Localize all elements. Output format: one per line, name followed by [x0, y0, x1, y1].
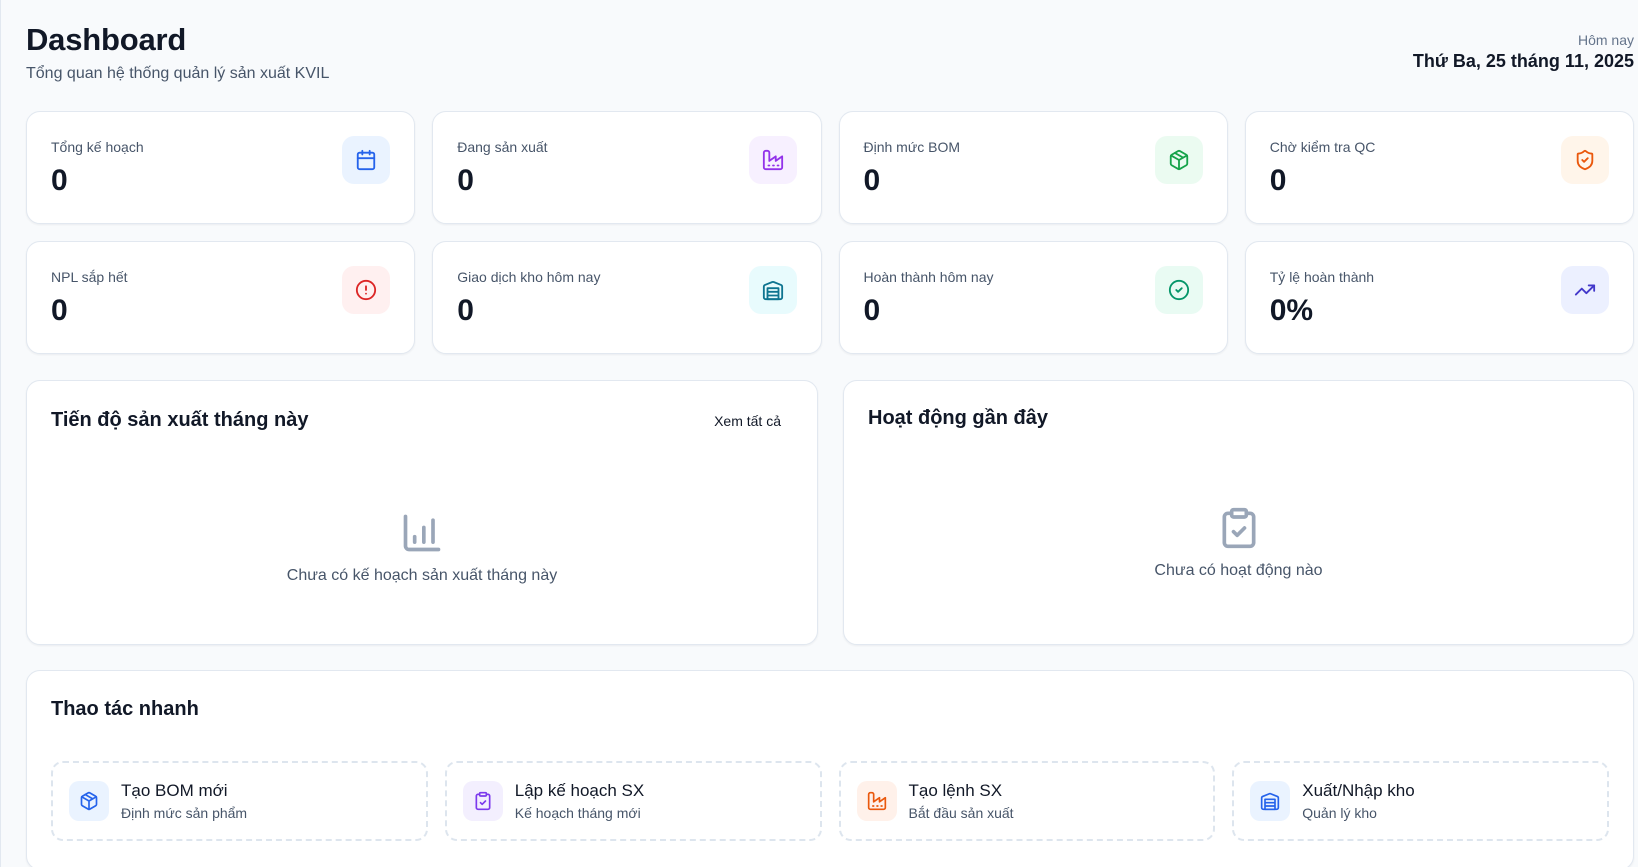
action-title: Tạo BOM mới [121, 781, 228, 800]
panels-row: Tiến độ sản xuất tháng này Xem tất cả Ch… [26, 380, 1634, 645]
alert-circle-icon [342, 266, 391, 314]
stat-value: 0% [1269, 294, 1314, 327]
stat-label: Đang sản xuất [457, 139, 548, 155]
empty-state: Chưa có kế hoạch sản xuất tháng này [27, 511, 817, 585]
stat-card-bom: Định mức BOM 0 [838, 111, 1228, 224]
stat-label: Giao dịch kho hôm nay [457, 269, 601, 285]
stat-value: 0 [457, 294, 474, 327]
production-progress-panel: Tiến độ sản xuất tháng này Xem tất cả Ch… [26, 380, 818, 645]
package-icon [69, 781, 109, 821]
quick-actions-panel: Thao tác nhanh Tạo BOM mới Định mức sản … [26, 670, 1634, 867]
stat-label: Định mức BOM [863, 139, 961, 155]
stat-card-warehouse-transactions: Giao dịch kho hôm nay 0 [432, 241, 822, 354]
create-production-order-button[interactable]: Tạo lệnh SX Bắt đầu sản xuất [838, 761, 1216, 841]
clipboard-check-icon [462, 781, 503, 821]
action-subtitle: Kế hoạch tháng mới [514, 805, 641, 821]
warehouse-icon [748, 266, 797, 314]
factory-icon [748, 136, 797, 184]
stat-card-completed-today: Hoàn thành hôm nay 0 [838, 241, 1228, 354]
dashboard-page: Dashboard Tổng quan hệ thống quản lý sản… [26, 0, 1634, 867]
stat-value: 0 [51, 164, 68, 197]
bar-chart-icon [403, 514, 441, 552]
empty-text: Chưa có hoạt động nào [1154, 562, 1323, 579]
check-circle-icon [1154, 266, 1203, 314]
today-date: Hôm nay Thứ Ba, 25 tháng 11, 2025 [1413, 32, 1634, 72]
create-plan-button[interactable]: Lập kế hoạch SX Kế hoạch tháng mới [444, 761, 822, 841]
action-title: Xuất/Nhập kho [1302, 781, 1415, 800]
stat-value: 0 [51, 294, 68, 327]
factory-icon [856, 781, 897, 821]
action-title: Tạo lệnh SX [908, 781, 1003, 800]
warehouse-icon [1250, 781, 1291, 821]
page-title: Dashboard [26, 22, 187, 57]
date-value: Thứ Ba, 25 tháng 11, 2025 [1412, 51, 1634, 71]
create-bom-button[interactable]: Tạo BOM mới Định mức sản phẩm [51, 761, 428, 841]
stat-card-in-production: Đang sản xuất 0 [432, 111, 822, 224]
stat-value: 0 [1269, 164, 1287, 197]
recent-activity-panel: Hoạt động gần đây Chưa có hoạt động nào [843, 380, 1634, 645]
panel-title: Tiến độ sản xuất tháng này [51, 409, 309, 431]
stat-label: Hoàn thành hôm nay [863, 269, 994, 285]
stat-card-total-plans: Tổng kế hoạch 0 [26, 111, 416, 224]
stat-label: NPL sắp hết [51, 269, 128, 285]
calendar-icon [342, 136, 391, 184]
stat-label: Chờ kiểm tra QC [1269, 139, 1376, 155]
stat-label: Tổng kế hoạch [51, 139, 144, 155]
empty-state: Chưa có hoạt động nào [844, 506, 1633, 580]
stat-value: 0 [863, 164, 881, 197]
shield-check-icon [1561, 136, 1609, 184]
stat-card-completion-rate: Tỷ lệ hoàn thành 0% [1244, 241, 1634, 354]
page-header: Dashboard Tổng quan hệ thống quản lý sản… [26, 0, 1634, 105]
view-all-link[interactable]: Xem tất cả [714, 413, 781, 429]
package-icon [1154, 136, 1203, 184]
stat-value: 0 [863, 294, 881, 327]
date-label: Hôm nay [1577, 32, 1634, 48]
quick-actions-grid: Tạo BOM mới Định mức sản phẩm Lập kế hoạ… [51, 761, 1609, 841]
stats-grid: Tổng kế hoạch 0 Đang sản xuất 0 Định mức… [26, 111, 1634, 354]
stat-card-low-materials: NPL sắp hết 0 [26, 241, 416, 354]
page-subtitle: Tổng quan hệ thống quản lý sản xuất KVIL [26, 65, 330, 82]
stat-card-qc-pending: Chờ kiểm tra QC 0 [1244, 111, 1634, 224]
action-subtitle: Quản lý kho [1302, 805, 1377, 821]
panel-title: Thao tác nhanh [51, 698, 199, 720]
stat-label: Tỷ lệ hoàn thành [1269, 269, 1375, 285]
warehouse-in-out-button[interactable]: Xuất/Nhập kho Quản lý kho [1232, 761, 1609, 841]
action-title: Lập kế hoạch SX [514, 781, 645, 800]
action-subtitle: Bắt đầu sản xuất [908, 805, 1014, 821]
empty-text: Chưa có kế hoạch sản xuất tháng này [286, 567, 558, 584]
trending-up-icon [1561, 266, 1609, 314]
panel-title: Hoạt động gần đây [868, 407, 1048, 429]
clipboard-check-icon [1222, 507, 1255, 549]
stat-value: 0 [457, 164, 474, 197]
action-subtitle: Định mức sản phẩm [121, 805, 248, 821]
